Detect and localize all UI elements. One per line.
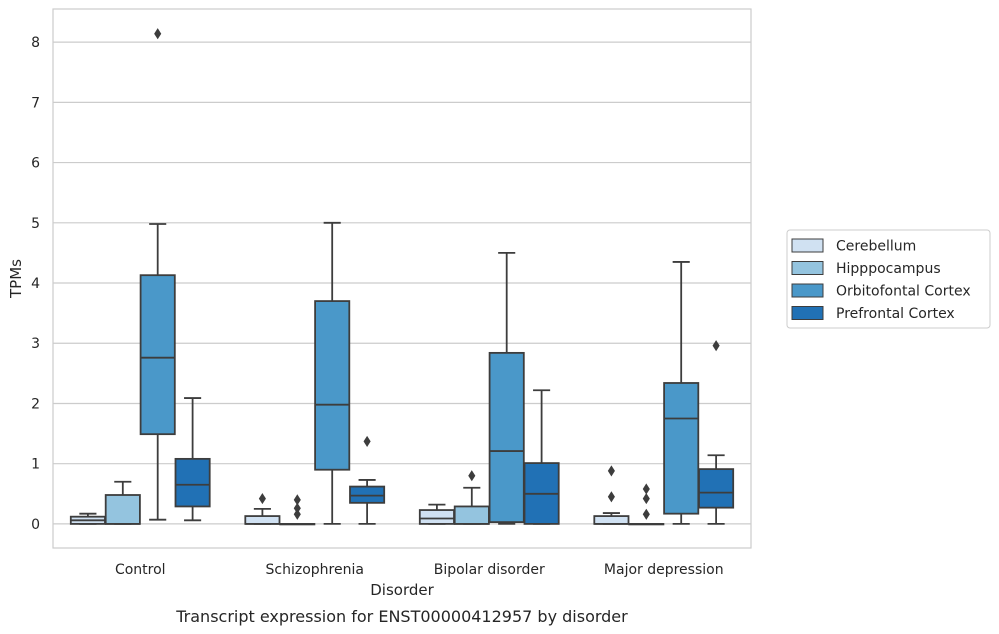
box-hipppocampus	[279, 494, 316, 526]
chart-caption: Transcript expression for ENST0000041295…	[175, 607, 628, 626]
box-iqr	[314, 300, 351, 471]
legend-label: Orbitofontal Cortex	[836, 284, 971, 300]
box-iqr	[593, 515, 630, 525]
box-orbitofontal-cortex	[314, 221, 351, 525]
y-tick-label: 4	[31, 276, 40, 292]
box-cerebellum	[593, 465, 630, 525]
box-orbitofontal-cortex	[488, 252, 525, 525]
box-hipppocampus	[628, 483, 665, 526]
legend-label: Prefrontal Cortex	[836, 306, 955, 322]
box-iqr	[698, 468, 735, 509]
outlier-point	[154, 28, 162, 40]
outlier-point	[607, 465, 615, 477]
box-cerebellum	[244, 493, 281, 525]
legend-swatch	[791, 261, 824, 275]
outlier-point	[607, 491, 615, 503]
box-orbitofontal-cortex	[663, 261, 700, 525]
y-tick-label: 6	[31, 156, 40, 172]
legend-swatch	[791, 306, 824, 320]
box-iqr	[418, 509, 455, 525]
x-tick-labels: Control Schizophrenia Bipolar disorder Majo…	[115, 562, 724, 578]
box-orbitofontal-cortex	[139, 28, 176, 521]
x-tick-label: Control	[115, 562, 166, 578]
box-hipppocampus	[453, 470, 490, 525]
box-prefrontal-cortex	[174, 397, 211, 522]
legend-label: Cerebellum	[836, 239, 916, 255]
x-tick-label: Schizophrenia	[266, 562, 364, 578]
x-tick-label: Bipolar disorder	[434, 562, 545, 578]
outlier-point	[642, 493, 650, 505]
y-tick-label: 8	[31, 35, 40, 51]
legend-label: Hipppocampus	[836, 261, 941, 277]
box-prefrontal-cortex	[523, 389, 560, 525]
legend: Cerebellum Hipppocampus Orbitofontal Corte…	[786, 229, 991, 329]
x-axis-label: Disorder	[370, 581, 434, 599]
box-iqr	[139, 274, 176, 436]
y-tick-label: 3	[31, 336, 40, 352]
box-iqr	[174, 457, 211, 508]
box-iqr	[104, 494, 141, 525]
outlier-point	[293, 502, 301, 514]
y-tick-label: 1	[31, 457, 40, 473]
outlier-point	[642, 508, 650, 520]
box-iqr	[663, 382, 700, 515]
outlier-point	[293, 508, 301, 520]
x-tick-label: Major depression	[604, 562, 724, 578]
outlier-point	[293, 494, 301, 506]
box-prefrontal-cortex	[349, 435, 386, 525]
legend-swatch	[791, 283, 824, 298]
box-iqr	[453, 505, 490, 525]
box-prefrontal-cortex	[698, 340, 735, 525]
box-iqr	[488, 351, 525, 524]
box-cerebellum	[69, 512, 106, 525]
y-axis-label: TPMs	[7, 259, 25, 299]
outlier-point	[468, 470, 476, 482]
outlier-point	[363, 435, 371, 447]
legend-frame	[786, 229, 991, 329]
outlier-point	[712, 340, 720, 352]
plot-area-frame	[52, 8, 752, 549]
legend-swatch	[791, 238, 824, 253]
y-tick-label: 0	[31, 517, 40, 533]
outlier-point	[258, 493, 266, 505]
box-iqr	[349, 485, 386, 504]
box-cerebellum	[418, 503, 455, 525]
box-iqr	[244, 515, 281, 525]
y-tick-label: 2	[31, 396, 40, 412]
box-plots	[69, 28, 735, 526]
y-tick-label: 7	[31, 95, 40, 111]
y-tick-labels: 0 1 2 3 4 5 6 7 8	[31, 35, 40, 533]
y-tick-label: 5	[31, 216, 40, 232]
outlier-point	[642, 483, 650, 495]
box-hipppocampus	[104, 480, 141, 525]
